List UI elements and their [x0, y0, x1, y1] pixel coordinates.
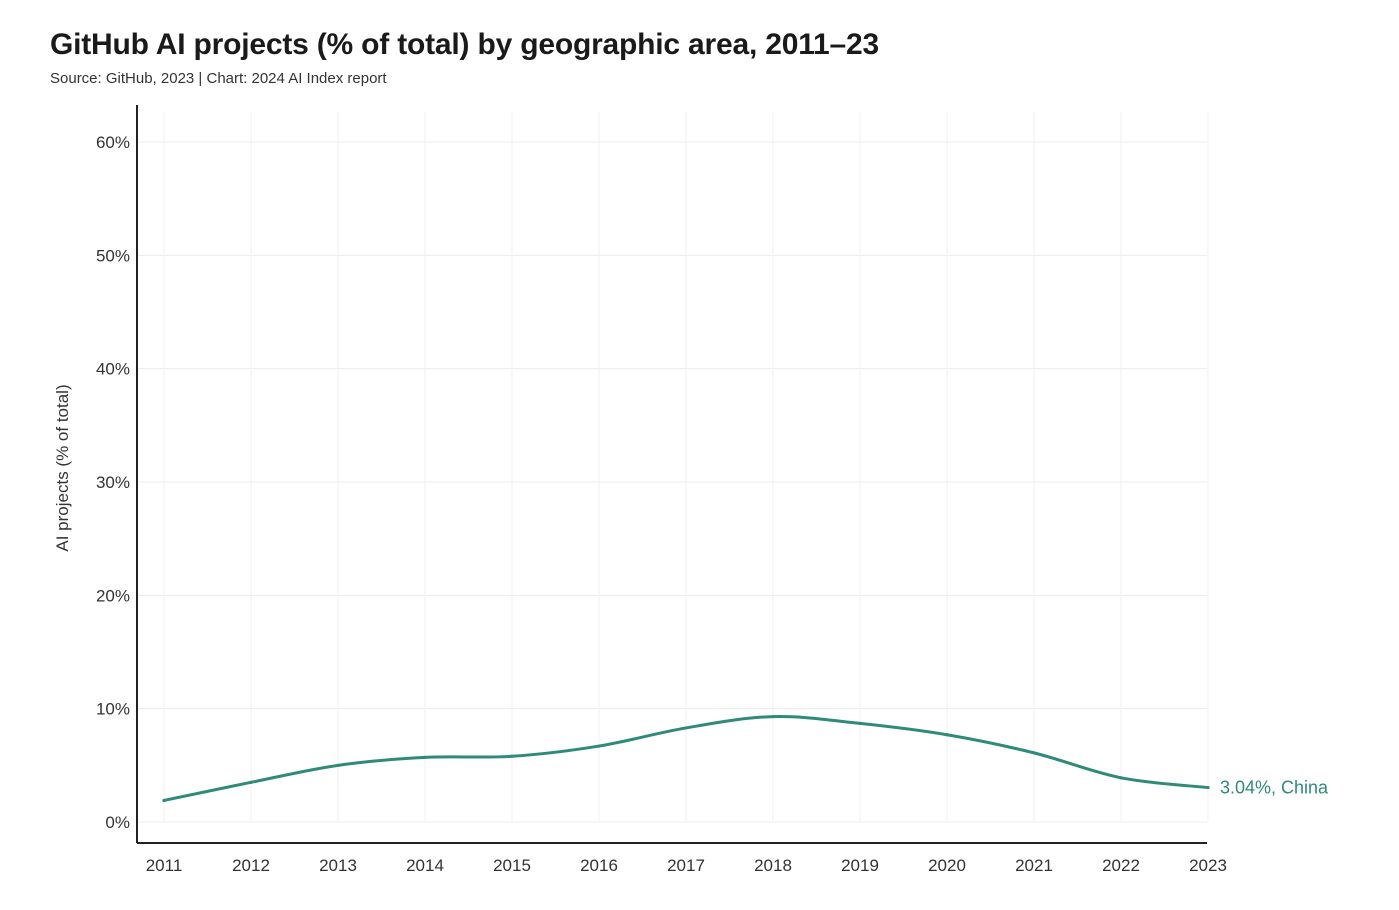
- y-tick-label: 20%: [96, 586, 130, 605]
- y-tick-label: 10%: [96, 700, 130, 719]
- tick-labels: 0% 10% 20% 30% 40% 50% 60% 2011 2012 2013 2014 2015…: [96, 133, 1227, 875]
- data-point: [1119, 776, 1123, 780]
- data-point: [423, 755, 427, 760]
- data-point: [1206, 785, 1210, 790]
- x-tick-label: 2014: [406, 856, 444, 875]
- series-end-label: 3.04%, China: [1220, 778, 1329, 798]
- data-point: [858, 721, 862, 726]
- x-tick-label: 2023: [1189, 856, 1227, 875]
- x-tick-label: 2021: [1015, 856, 1053, 875]
- x-tick-label: 2016: [580, 856, 618, 875]
- x-tick-label: 2012: [232, 856, 270, 875]
- data-point: [945, 733, 949, 737]
- y-tick-label: 30%: [96, 473, 130, 492]
- y-axis-label: AI projects (% of total): [53, 384, 72, 551]
- data-point: [1032, 751, 1036, 755]
- x-tick-label: 2018: [754, 856, 792, 875]
- y-tick-label: 40%: [96, 360, 130, 379]
- axes: [136, 105, 1207, 844]
- data-point: [336, 763, 340, 767]
- x-tick-label: 2011: [146, 856, 183, 875]
- x-tick-label: 2017: [667, 856, 705, 875]
- chart-title: GitHub AI projects (% of total) by geogr…: [50, 28, 879, 61]
- x-tick-label: 2015: [493, 856, 531, 875]
- x-tick-label: 2020: [928, 856, 966, 875]
- data-point: [249, 780, 253, 784]
- chart-subtitle: Source: GitHub, 2023 | Chart: 2024 AI In…: [50, 70, 387, 87]
- grid-lines: [137, 112, 1209, 823]
- y-tick-label: 0%: [105, 813, 130, 832]
- x-tick-label: 2013: [319, 856, 357, 875]
- y-tick-label: 60%: [96, 133, 130, 152]
- series-lines: 3.04%, China: [162, 715, 1329, 803]
- data-point: [771, 715, 775, 719]
- x-tick-label: 2022: [1102, 856, 1140, 875]
- data-point: [510, 754, 514, 758]
- data-point: [162, 798, 166, 803]
- y-tick-label: 50%: [96, 246, 130, 265]
- data-point: [684, 726, 688, 730]
- x-tick-label: 2019: [841, 856, 879, 875]
- data-point: [597, 744, 601, 748]
